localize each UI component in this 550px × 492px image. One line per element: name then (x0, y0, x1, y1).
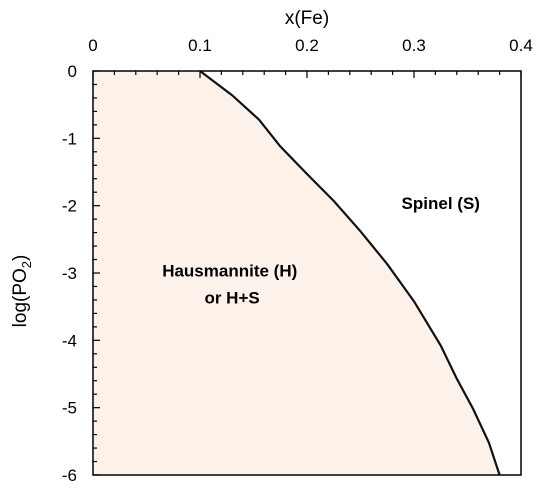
x-axis-title: x(Fe) (285, 8, 329, 29)
y-tick-label: -2 (62, 197, 77, 216)
y-tick-label: -3 (62, 264, 77, 283)
x-axis-tick-labels: 0 0.1 0.2 0.3 0.4 (88, 36, 533, 55)
x-axis-ticks (92, 71, 522, 78)
x-tick-label: 0 (88, 36, 97, 55)
y-tick-label: -4 (62, 331, 77, 350)
y-axis-title-subscript: 2 (19, 261, 34, 268)
y-axis-tick-labels: 0 -1 -2 -3 -4 -5 -6 (62, 62, 77, 485)
y-axis-title: log(PO2) (10, 255, 34, 328)
region-label-hausmannite-line1: Hausmannite (H) (162, 261, 297, 280)
y-axis-ticks (93, 70, 100, 476)
region-label-hausmannite-line2: or H+S (204, 288, 259, 307)
x-tick-label: 0.1 (188, 36, 212, 55)
x-tick-label: 0.2 (295, 36, 319, 55)
y-axis-title-close: ) (10, 255, 31, 261)
y-tick-label: -6 (62, 466, 77, 485)
y-tick-label: -5 (62, 399, 77, 418)
y-axis-title-main: log(PO (10, 268, 31, 327)
y-tick-label: 0 (68, 62, 77, 81)
hausmannite-region-fill (93, 71, 500, 475)
region-label-hausmannite: Hausmannite (H) or H+S (162, 261, 302, 307)
x-tick-label: 0.3 (402, 36, 426, 55)
region-label-spinel: Spinel (S) (402, 194, 480, 213)
phase-boundary-line (199, 70, 501, 476)
region-label-spinel-line1: Spinel (S) (402, 194, 480, 213)
y-tick-label: -1 (62, 129, 77, 148)
x-tick-label: 0.4 (509, 36, 533, 55)
